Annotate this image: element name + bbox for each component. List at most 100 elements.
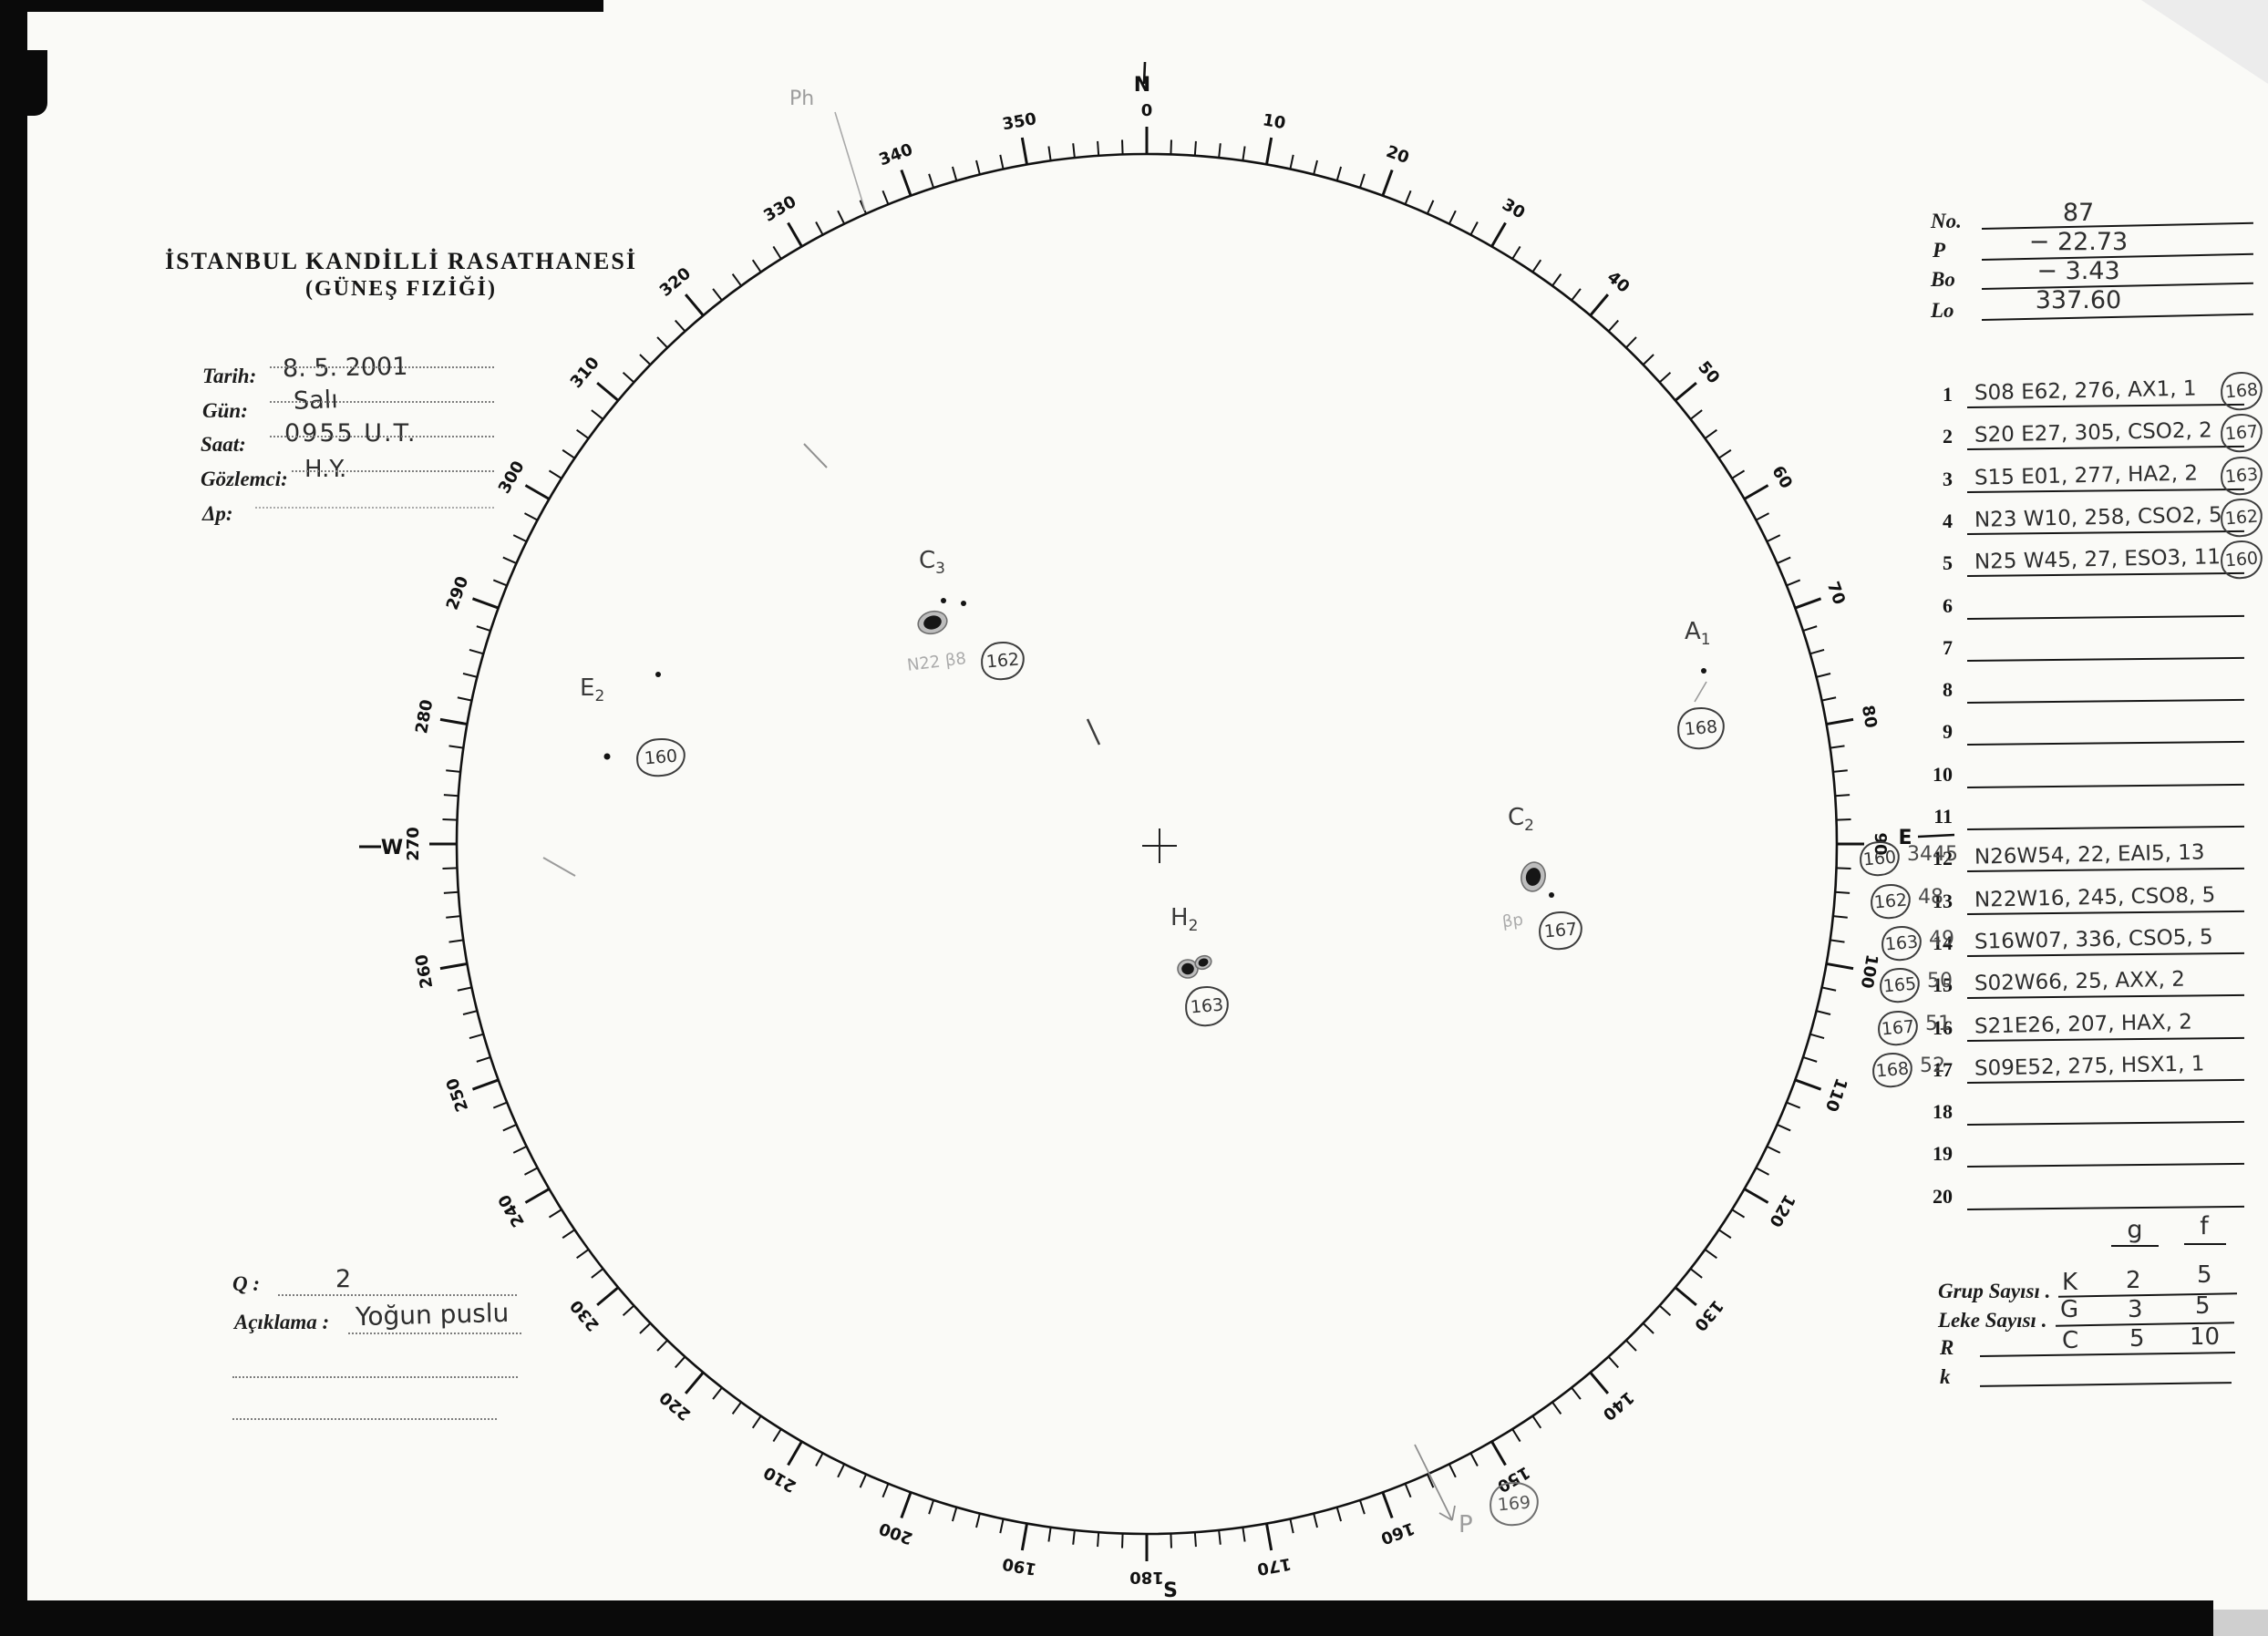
list-row-side-code: 49 [1929,927,1954,951]
scan-artifact [0,0,603,12]
scan-artifact [0,50,47,116]
list-row-number: 6 [1943,593,1953,617]
sunspot-group-label: C3 [919,547,945,579]
summary-leke-g: 3 [2128,1296,2143,1323]
scan-artifact [0,1600,2213,1636]
sunspot-dot [603,753,611,760]
observatory-title: İSTANBUL KANDİLLİ RASATHANESİ [165,248,637,274]
degree-label: 170 [1255,1554,1293,1579]
sunspot-group-H2 [1177,954,1212,979]
summary-r-code: C [2062,1327,2079,1354]
list-row-number: 20 [1933,1184,1953,1208]
eph-value-bo: − 3.43 [2036,257,2120,285]
pencil-axis-label: Ph [789,87,815,110]
list-row-side-code: 3445 [1907,843,1958,867]
compass-east: E [1898,827,1912,849]
sunspot-group-C3 [917,598,966,635]
list-row-side-code: 52 [1920,1054,1945,1077]
scan-artifact [0,0,27,1636]
sunspot-group-A1 [1701,668,1706,674]
eph-value-lo: 337.60 [2035,286,2122,314]
degree-label: 100 [1857,952,1881,990]
list-row-number: 2 [1943,425,1953,448]
degree-label: 350 [1001,109,1038,134]
sunspot-dot [961,601,966,606]
degree-label: 0 [1141,101,1153,120]
aciklama-line [348,1332,521,1334]
degree-label: 180 [1129,1568,1164,1587]
sunspot-group-label: A1 [1685,618,1711,650]
degree-label: 80 [1858,704,1881,729]
summary-r-f: 10 [2190,1323,2221,1351]
sunspot-dot [941,598,946,603]
list-row-number: 14 [1933,931,1953,954]
summary-col-f: f [2200,1212,2209,1240]
summary-col-g-line [2111,1245,2159,1247]
quality-value: 2 [335,1265,352,1293]
list-row-number: 18 [1933,1100,1953,1124]
aciklama-value: Yoğun puslu [355,1297,510,1332]
degree-label: 270 [404,827,423,861]
summary-grup-f: 5 [2197,1261,2212,1289]
list-row-number: 1 [1943,383,1953,406]
sunspot-group-label: C2 [1508,804,1534,836]
list-row-entry: S08 E62, 276, AX1, 1 [1974,376,2197,406]
field-line [270,436,494,437]
degree-label: 310 [567,354,603,392]
summary-col-f-line [2184,1243,2226,1245]
sunspot-dot [1701,668,1706,674]
degree-label: 330 [760,192,799,226]
degree-label: 290 [443,574,473,612]
scan-artifact [2213,1610,2268,1636]
list-row-side-code: 48 [1918,885,1943,909]
sunspot-dot [655,672,661,677]
quality-line [278,1294,517,1296]
observatory-subtitle: (GÜNEŞ FIZİĞİ) [304,277,498,301]
degree-label: 140 [1599,1387,1637,1424]
degree-label: 20 [1384,142,1412,168]
degree-label: 10 [1262,110,1287,133]
degree-label: 90 [1871,832,1890,855]
list-row-number: 7 [1943,635,1953,659]
quality-label: Q : [232,1272,261,1295]
list-row-number: 15 [1933,973,1953,997]
sunspot-umbra [1198,958,1209,967]
list-row-entry: N22W16, 245, CSO8, 5 [1974,882,2216,912]
compass-west: W [381,837,403,859]
sunspot-group-label: E2 [580,674,605,706]
pencil-marks [542,111,1707,1521]
degree-label: 70 [1823,579,1849,607]
summary-label-leke: Leke Sayısı . [1938,1309,2047,1332]
summary-leke-code: G [2060,1296,2079,1323]
list-row-number: 3 [1943,467,1953,490]
eph-label-no: No. [1931,210,1962,232]
field-line [270,366,494,368]
degree-label: 60 [1768,463,1796,492]
pencil-arrow-label: P [1459,1511,1473,1538]
field-label-gozlemci: Gözlemci: [201,468,288,490]
sunspot-umbra [1181,962,1194,975]
degree-label: 120 [1765,1191,1799,1230]
field-value-gozlemci: H.Y. [304,456,347,483]
degree-label: 110 [1821,1075,1851,1114]
list-row-side-code: 51 [1925,1012,1951,1035]
summary-leke-f: 5 [2195,1292,2211,1320]
field-label-tarih: Tarih: [202,365,257,387]
list-row-number: 10 [1933,762,1953,786]
sunspot-umbra [923,615,942,630]
list-row-number: 12 [1933,847,1953,870]
list-row-entry: N23 W10, 258, CSO2, 5 [1974,503,2222,532]
summary-col-g: g [2127,1216,2143,1244]
field-value-saat: 0955 U.T. [284,419,418,448]
degree-label: 50 [1694,358,1723,388]
degree-label: 160 [1378,1518,1417,1549]
eph-label-lo: Lo [1931,299,1954,322]
list-row-number: 13 [1933,889,1953,912]
eph-value-p: − 22.73 [2028,228,2129,256]
degree-label: 280 [412,698,437,736]
sunspot-umbra [1525,868,1541,886]
remark-line [232,1418,497,1420]
degree-label: 340 [877,140,915,170]
